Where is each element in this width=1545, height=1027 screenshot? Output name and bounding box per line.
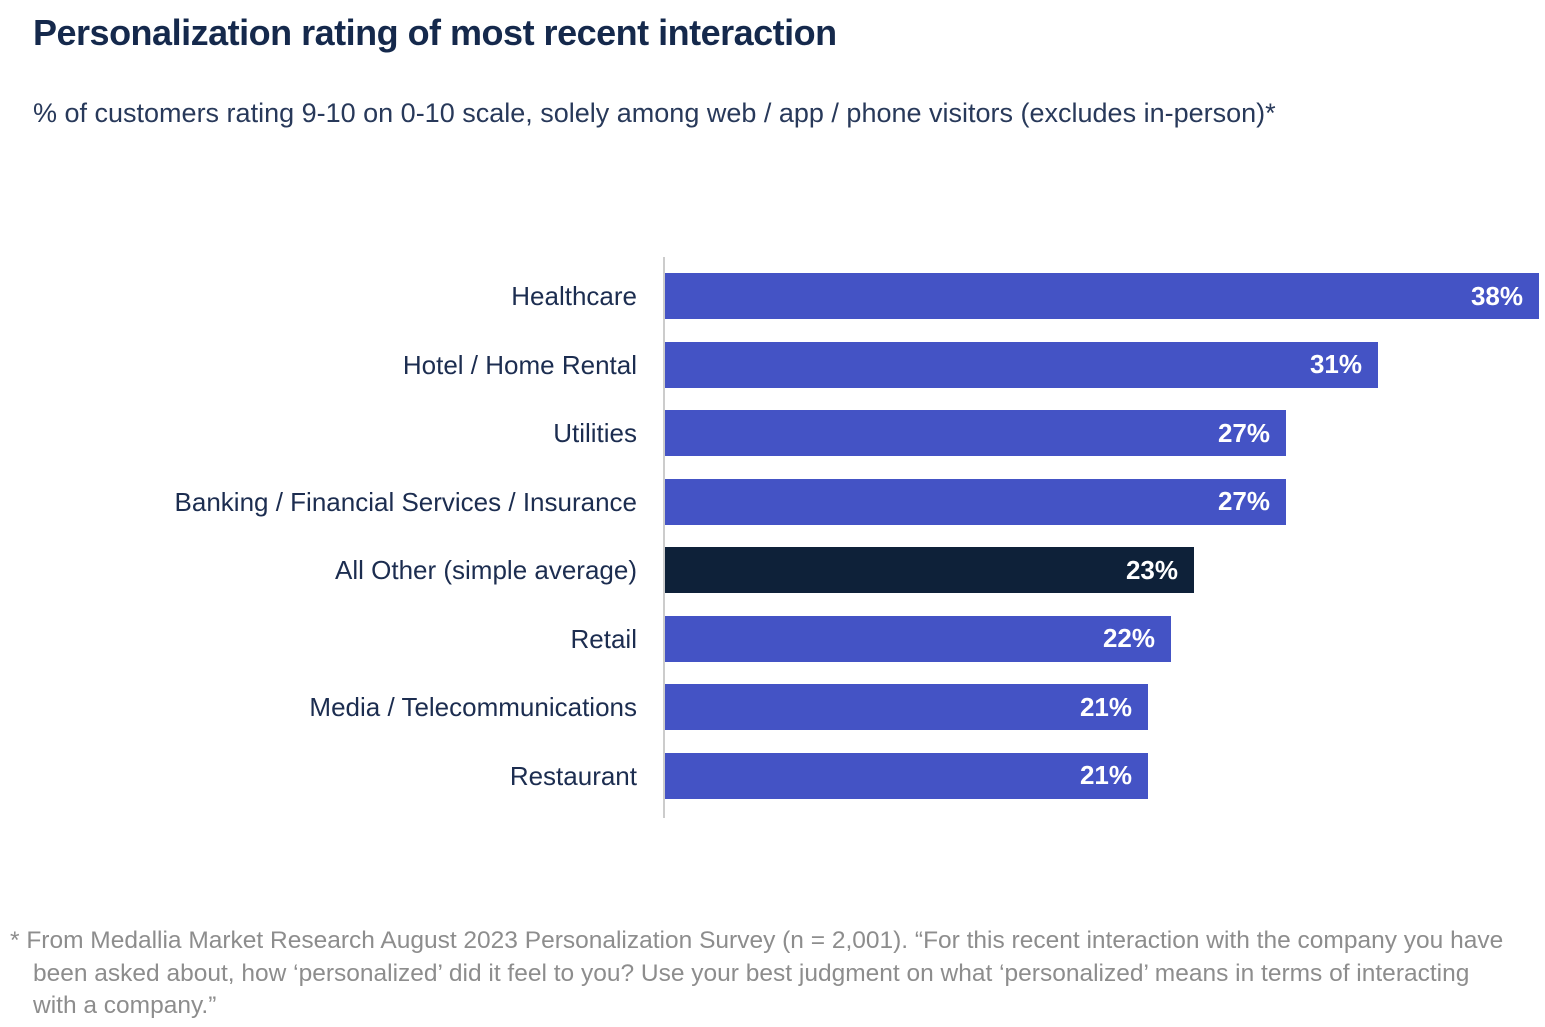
chart-title: Personalization rating of most recent in… [33,12,837,53]
bar-row: Retail 22% [0,615,1545,662]
category-label: Healthcare [511,281,637,311]
chart-subtitle: % of customers rating 9-10 on 0-10 scale… [33,98,1276,128]
bar-row: Restaurant 21% [0,752,1545,799]
y-axis-line [663,257,665,818]
category-label: Restaurant [509,760,637,791]
bar-value-label: 38% [1470,280,1523,311]
category-label: All Other (simple average) [335,555,637,585]
bar-row: All Other (simple average) 23% [0,547,1545,593]
bar-value-label: 21% [1079,760,1132,790]
category-label: Utilities [553,418,637,448]
chart-footnote: * From Medallia Market Research August 2… [10,927,1504,1019]
bar-value-label: 23% [1125,554,1178,585]
bar-row: Healthcare 38% [0,273,1545,319]
bar-row: Utilities 27% [0,410,1545,456]
bar-rows-container: Healthcare 38% Hotel / Home Rental 31% U… [0,273,1545,821]
bar-row: Media / Telecommunications 21% [0,684,1545,730]
bar: 21% [665,752,1148,799]
bar-value-label: 27% [1217,486,1270,516]
category-label: Banking / Financial Services / Insurance [174,486,637,517]
bar-value-label: 27% [1217,417,1270,448]
bar-row: Hotel / Home Rental 31% [0,341,1545,388]
category-label: Retail [570,623,637,654]
bar: 27% [665,478,1286,525]
bar-row: Banking / Financial Services / Insurance… [0,478,1545,525]
category-label: Hotel / Home Rental [402,349,637,380]
bar: 21% [665,684,1148,730]
category-label: Media / Telecommunications [309,692,637,722]
bar-value-label: 31% [1309,349,1362,379]
bar: 23% [665,547,1194,593]
bar-value-label: 21% [1079,691,1132,722]
bar: 38% [665,273,1539,319]
bar: 31% [665,341,1378,388]
bar: 27% [665,410,1286,456]
bar: 22% [665,615,1171,662]
bar-value-label: 22% [1102,623,1155,653]
